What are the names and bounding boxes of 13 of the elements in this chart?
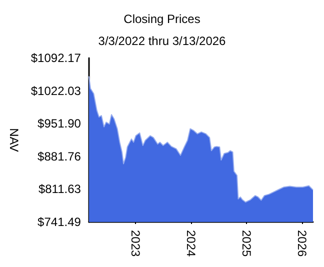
y-tick-label: $951.90 [38,116,82,131]
y-tick-label: $741.49 [38,215,82,229]
x-tick-label: 2025 [240,230,254,258]
chart-title: Closing Prices [124,12,200,26]
y-tick-label: $1092.17 [30,51,82,65]
x-tick-label: 2023 [128,230,142,258]
chart-subtitle: 3/3/2022 thru 3/13/2026 [98,34,226,48]
x-tick-label: 2026 [295,230,310,258]
y-tick-label: $811.63 [38,182,82,196]
y-tick-label: $881.76 [38,149,82,164]
y-tick-label: $1022.03 [30,84,82,98]
y-axis-title: NAV [7,128,21,152]
x-tick-label: 2024 [184,230,198,258]
